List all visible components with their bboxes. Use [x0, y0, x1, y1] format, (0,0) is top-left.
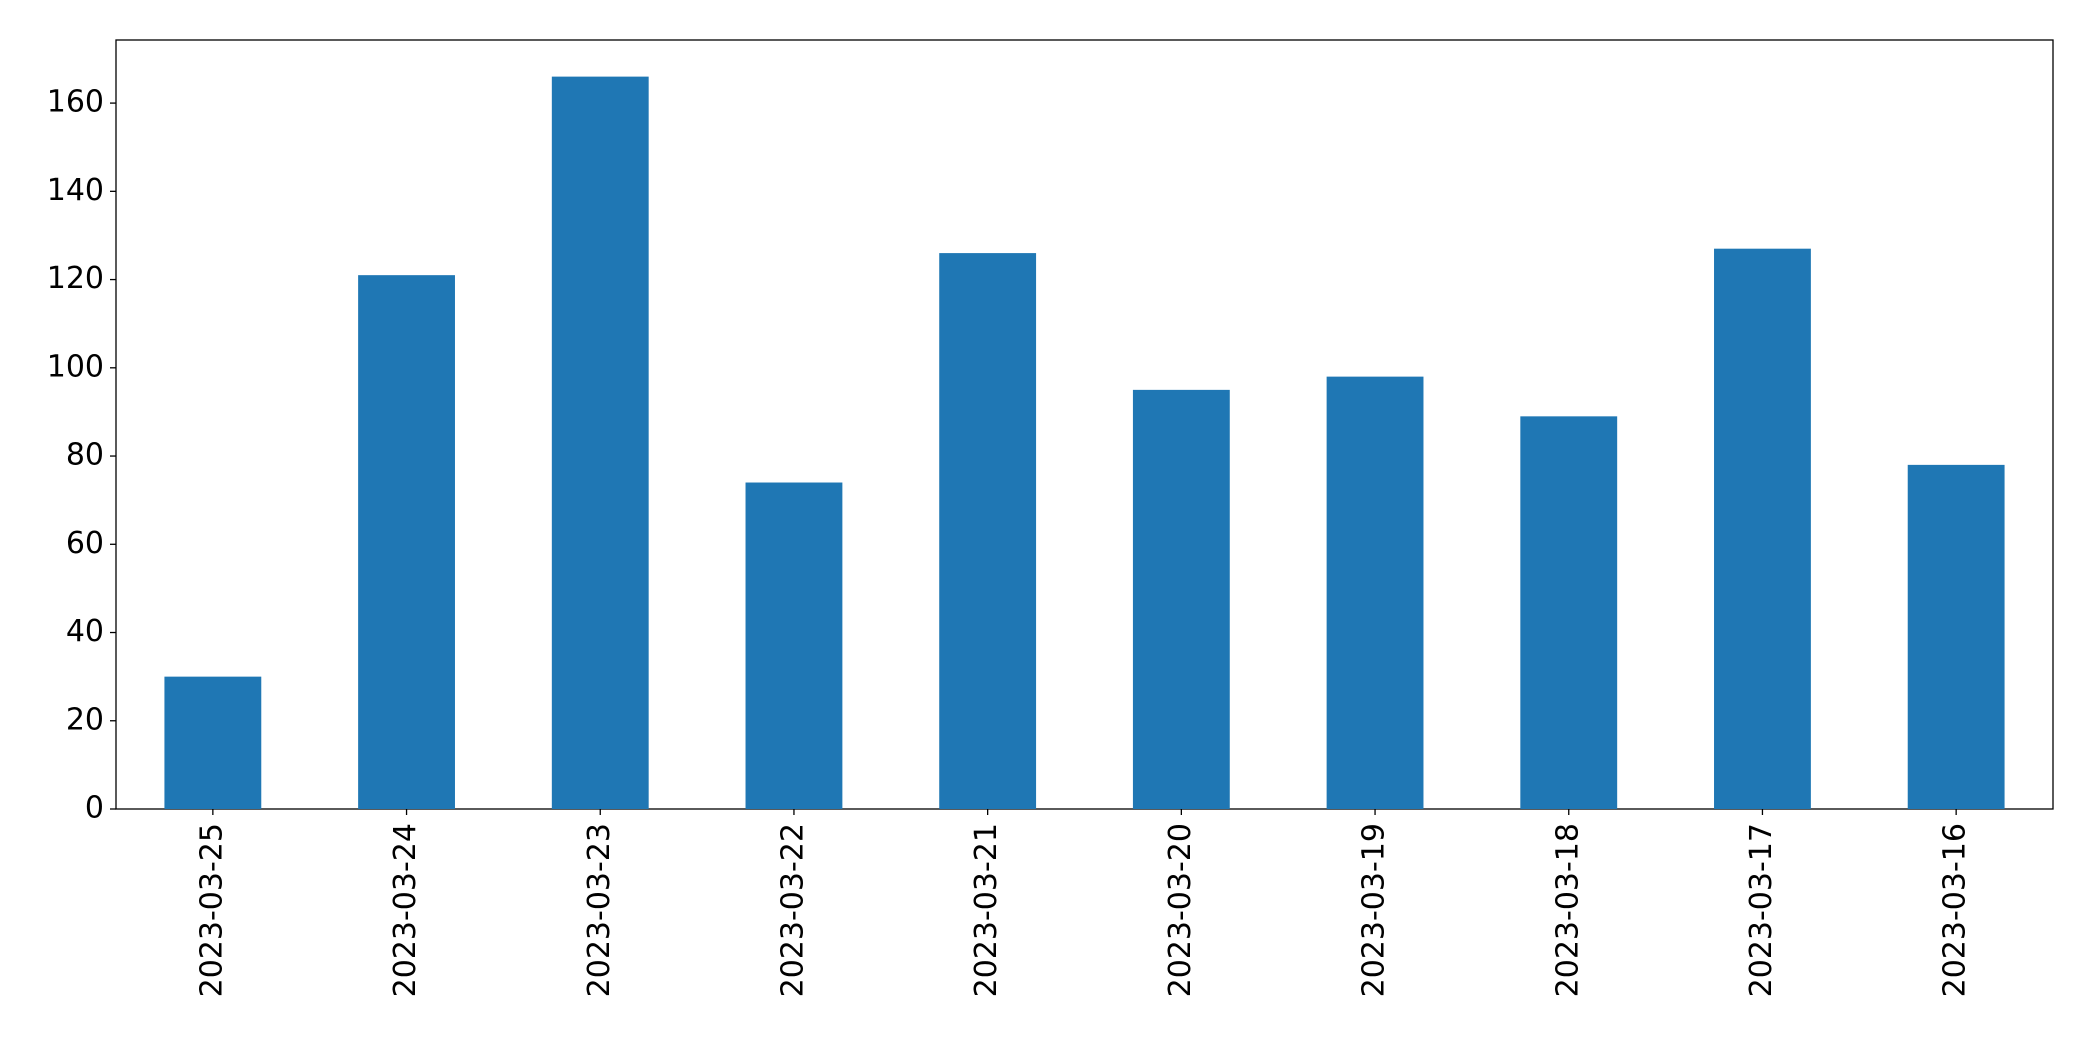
x-tick-label: 2023-03-17 — [1744, 823, 1779, 997]
y-tick-label: 0 — [85, 791, 104, 826]
bar — [745, 482, 843, 809]
y-tick-label: 120 — [47, 261, 104, 296]
bar — [939, 253, 1037, 810]
bar — [1326, 376, 1424, 809]
x-tick-label: 2023-03-22 — [775, 823, 810, 997]
x-tick-label: 2023-03-16 — [1938, 823, 1973, 997]
plot-frame — [115, 39, 2054, 810]
y-tick-label: 60 — [66, 526, 104, 561]
bar — [1714, 248, 1811, 809]
x-tick-label: 2023-03-21 — [969, 823, 1004, 997]
bar — [1132, 389, 1230, 809]
y-tick-label: 140 — [47, 173, 104, 208]
y-tick-label: 20 — [66, 702, 104, 737]
y-tick-label: 40 — [66, 614, 104, 649]
x-tick-label: 2023-03-20 — [1163, 823, 1198, 997]
bar — [164, 676, 262, 809]
bar — [1907, 464, 2005, 809]
x-tick-label: 2023-03-25 — [194, 823, 229, 997]
y-tick-label: 100 — [47, 349, 104, 384]
bar — [551, 76, 649, 810]
y-tick-label: 160 — [47, 85, 104, 120]
x-tick-label: 2023-03-18 — [1550, 823, 1585, 997]
y-tick-label: 80 — [66, 438, 104, 473]
bar — [1520, 416, 1618, 809]
x-tick-label: 2023-03-23 — [582, 823, 617, 997]
x-tick-label: 2023-03-19 — [1357, 823, 1392, 997]
bar — [358, 275, 455, 809]
x-tick-label: 2023-03-24 — [388, 823, 423, 997]
